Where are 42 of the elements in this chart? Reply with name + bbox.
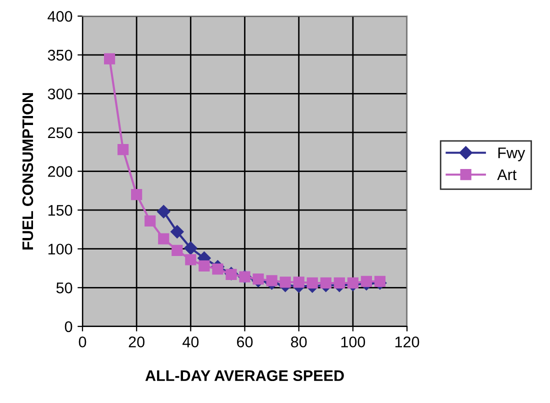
point <box>306 277 318 289</box>
legend-label: Fwy <box>498 148 526 162</box>
y-tick-label: 100 <box>48 244 72 255</box>
point <box>212 263 224 275</box>
y-tick-label: 300 <box>48 88 72 100</box>
point <box>198 260 210 272</box>
x-tick-label: 80 <box>291 336 307 348</box>
point <box>158 233 170 244</box>
point <box>320 277 332 289</box>
point <box>157 205 170 218</box>
y-tick-label: 250 <box>48 127 72 138</box>
x-tick-label: 120 <box>395 336 420 348</box>
x-axis-title: ALL-DAY AVERAGE SPEED <box>145 370 344 382</box>
y-axis-title: FUEL CONSUMPTION <box>22 93 34 250</box>
point <box>118 144 129 156</box>
point <box>280 276 291 288</box>
x-tick-label: 100 <box>341 336 366 348</box>
point <box>184 241 198 255</box>
point <box>172 244 183 256</box>
point <box>266 275 278 286</box>
y-tick-label: 200 <box>48 166 72 177</box>
point <box>374 276 386 287</box>
point <box>131 188 142 200</box>
point <box>293 276 304 288</box>
point <box>252 274 264 285</box>
y-tick-label: 50 <box>56 282 72 294</box>
point <box>170 225 184 238</box>
point <box>104 53 116 64</box>
x-tick-label: 40 <box>182 336 199 348</box>
legend-label: Art <box>497 169 517 180</box>
x-tick-label: 20 <box>128 336 144 348</box>
point <box>360 276 372 287</box>
x-tick-label: 0 <box>78 336 86 348</box>
y-tick-label: 150 <box>48 204 72 216</box>
point <box>185 254 196 266</box>
y-tick-label: 400 <box>48 10 72 22</box>
y-tick-label: 0 <box>64 321 72 332</box>
point <box>144 215 156 226</box>
point <box>334 277 345 289</box>
x-tick-label: 60 <box>237 336 253 348</box>
point <box>347 277 358 289</box>
y-tick-label: 350 <box>48 50 72 61</box>
